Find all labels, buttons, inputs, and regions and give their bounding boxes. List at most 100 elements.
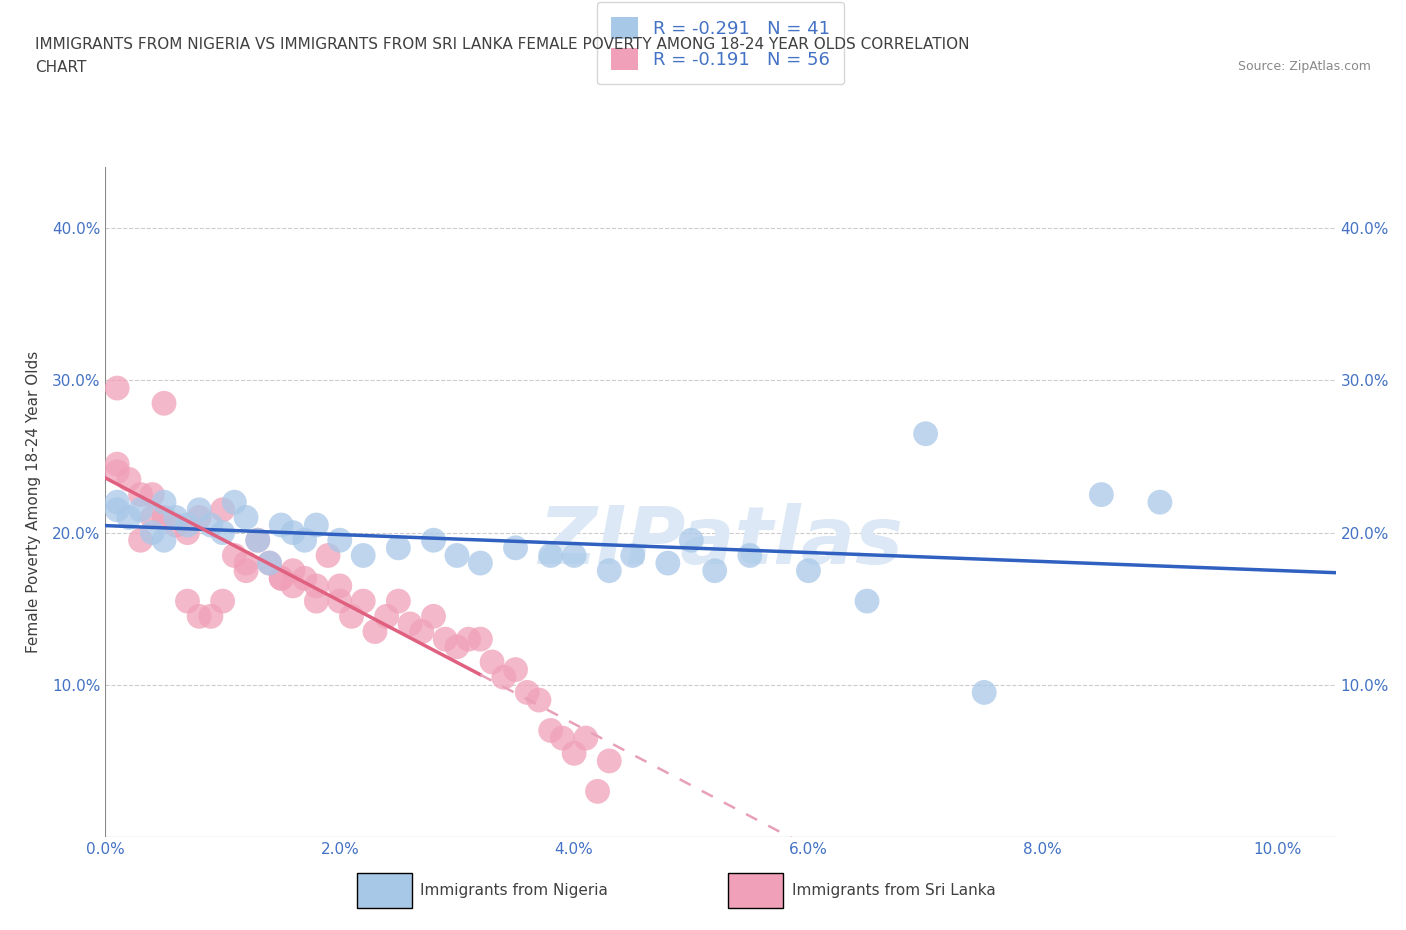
Point [505,540,527,555]
Point [562,746,585,761]
Point [224,495,246,510]
Point [505,662,527,677]
Point [118,472,141,486]
Point [329,533,352,548]
Point [235,510,257,525]
Point [586,784,609,799]
Point [446,548,468,563]
Point [270,571,292,586]
Point [856,593,879,608]
Point [188,609,211,624]
Point [105,502,128,517]
Point [352,548,374,563]
Point [200,609,222,624]
Point [703,564,725,578]
Point [470,631,492,646]
Point [540,548,562,563]
Point [598,564,620,578]
Point [165,510,187,525]
Point [294,571,316,586]
Point [340,609,363,624]
Point [270,571,292,586]
Point [446,639,468,654]
Point [352,593,374,608]
Point [329,578,352,593]
Point [211,525,233,540]
Point [411,624,433,639]
Point [305,578,328,593]
Point [305,518,328,533]
Point [457,631,479,646]
Text: Immigrants from Nigeria: Immigrants from Nigeria [420,883,609,898]
Point [738,548,761,563]
Point [153,533,176,548]
Point [105,464,128,479]
Point [176,518,198,533]
Point [1090,487,1112,502]
Point [165,518,187,533]
Text: IMMIGRANTS FROM NIGERIA VS IMMIGRANTS FROM SRI LANKA FEMALE POVERTY AMONG 18-24 : IMMIGRANTS FROM NIGERIA VS IMMIGRANTS FR… [35,37,970,52]
Point [211,502,233,517]
Point [527,693,550,708]
Point [105,457,128,472]
Point [118,510,141,525]
Point [914,426,936,441]
Point [188,510,211,525]
Point [176,525,198,540]
Point [492,670,515,684]
Point [575,731,598,746]
Point [657,555,679,570]
FancyBboxPatch shape [357,872,412,909]
Y-axis label: Female Poverty Among 18-24 Year Olds: Female Poverty Among 18-24 Year Olds [25,352,41,654]
Point [200,518,222,533]
Point [281,564,304,578]
Point [281,525,304,540]
Point [294,533,316,548]
Point [329,593,352,608]
Point [153,495,176,510]
Point [305,593,328,608]
Point [246,533,269,548]
Point [188,502,211,517]
FancyBboxPatch shape [728,872,783,909]
Point [1149,495,1171,510]
Point [129,487,152,502]
Point [387,540,409,555]
Point [259,555,281,570]
Point [270,518,292,533]
Point [516,685,538,700]
Point [621,548,644,563]
Point [481,655,503,670]
Point [153,396,176,411]
Point [387,593,409,608]
Point [224,548,246,563]
Point [246,533,269,548]
Text: ZIPatlas: ZIPatlas [538,503,903,581]
Point [422,533,444,548]
Point [176,593,198,608]
Point [375,609,398,624]
Point [797,564,820,578]
Point [399,617,422,631]
Text: CHART: CHART [35,60,87,75]
Point [141,525,163,540]
Point [105,380,128,395]
Legend: R = -0.291   N = 41, R = -0.191   N = 56: R = -0.291 N = 41, R = -0.191 N = 56 [598,3,844,85]
Point [316,548,339,563]
Point [129,533,152,548]
Point [470,555,492,570]
Point [598,753,620,768]
Point [540,723,562,737]
Point [364,624,387,639]
Point [259,555,281,570]
Point [141,487,163,502]
Point [434,631,457,646]
Point [562,548,585,563]
Point [973,685,995,700]
Point [211,593,233,608]
Point [105,495,128,510]
Point [422,609,444,624]
Text: Source: ZipAtlas.com: Source: ZipAtlas.com [1237,60,1371,73]
Text: Immigrants from Sri Lanka: Immigrants from Sri Lanka [792,883,995,898]
Point [235,564,257,578]
